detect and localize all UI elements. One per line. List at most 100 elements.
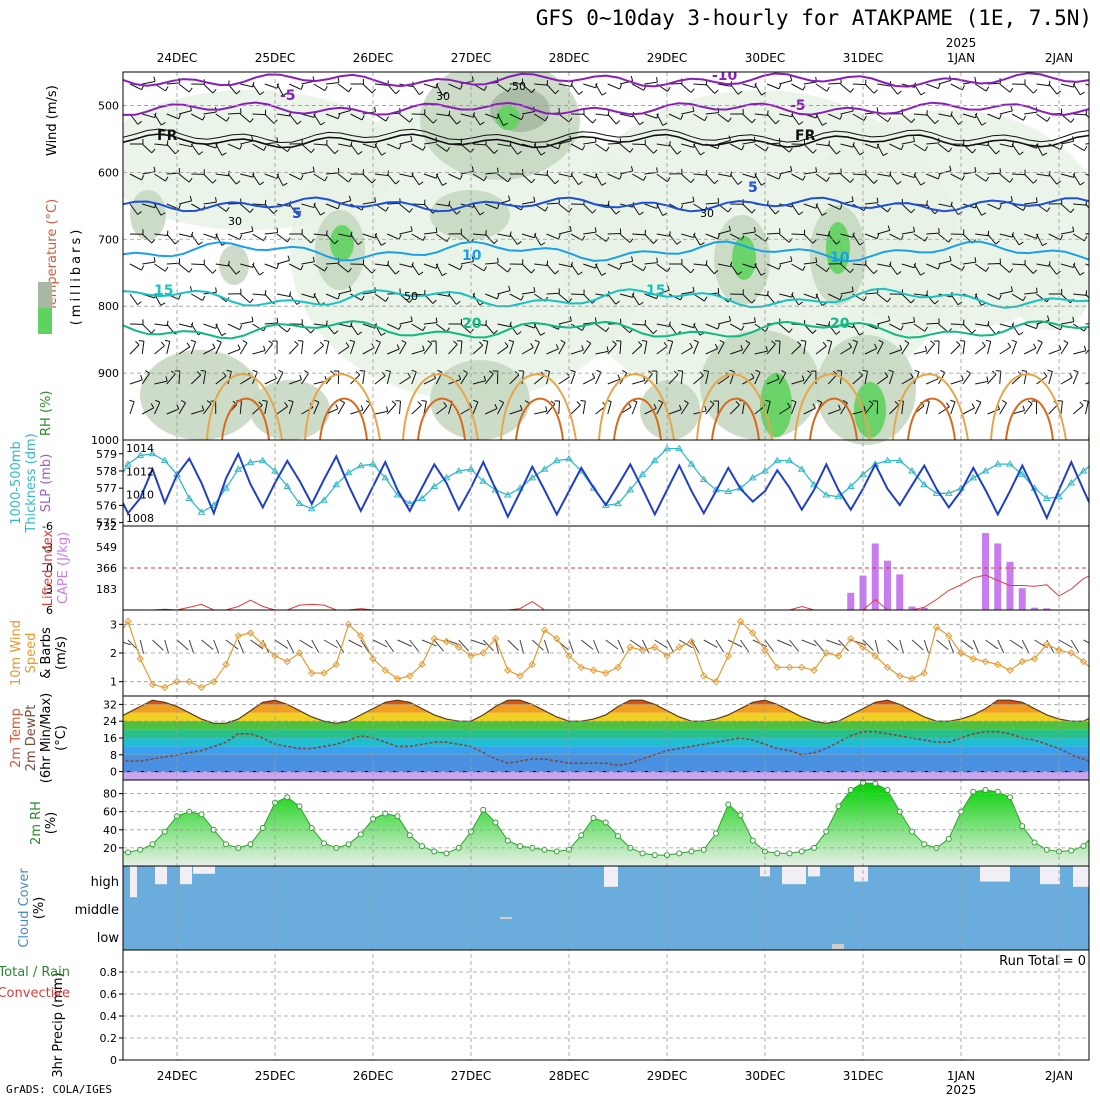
barb-tick — [1072, 226, 1075, 232]
barb — [644, 143, 654, 154]
barb-tick — [1037, 339, 1043, 343]
temp-ylabel-line-3: (°C) — [54, 725, 69, 751]
barb — [436, 203, 450, 207]
pressure-tick-800: 800 — [98, 300, 119, 313]
barb-tick — [1043, 372, 1048, 377]
barb-tick — [150, 403, 155, 409]
rh-point — [578, 832, 585, 839]
barb — [166, 233, 176, 245]
wind-speed-point — [675, 643, 683, 651]
barb — [325, 341, 330, 355]
barb-tick — [1069, 372, 1073, 378]
barb — [252, 83, 261, 96]
barb-tick — [858, 371, 863, 376]
barb — [766, 378, 780, 385]
barb — [338, 290, 351, 295]
barb-tick — [842, 400, 848, 404]
barb-tick — [717, 324, 721, 330]
barb-tick — [422, 145, 426, 151]
barb — [938, 203, 952, 208]
temp-band-3 — [123, 738, 1089, 747]
barb-tick — [319, 341, 324, 346]
thickness-point — [748, 473, 757, 481]
barb-tick — [493, 330, 498, 335]
barb — [607, 293, 617, 305]
thickness-point — [185, 494, 194, 501]
barb — [815, 173, 827, 182]
barb — [558, 400, 561, 415]
barb — [1011, 410, 1025, 415]
rh-point — [161, 828, 168, 835]
barb-tick — [1036, 287, 1038, 293]
rh-point — [749, 837, 756, 844]
rh-point — [382, 810, 389, 817]
barb-tick — [985, 339, 991, 342]
barb-10m — [666, 639, 675, 653]
barb — [337, 263, 349, 273]
barb-tick — [910, 208, 915, 214]
barb-tick — [601, 92, 607, 96]
barb-tick — [518, 370, 524, 372]
barb — [374, 83, 388, 86]
barb — [803, 233, 814, 244]
barb-tick — [479, 121, 485, 126]
barb-tick — [160, 302, 166, 306]
thickness-point — [209, 501, 218, 508]
thickness-point — [283, 482, 292, 489]
barb — [178, 110, 192, 115]
barb — [901, 342, 910, 355]
temp-tick-label-32: 32 — [103, 698, 117, 711]
barb-tick — [692, 106, 695, 112]
temp-tick-label-16: 16 — [103, 732, 117, 745]
barb-10m — [997, 639, 1005, 654]
barb-tick — [680, 114, 684, 120]
barb-tick — [499, 399, 504, 404]
barb — [656, 402, 664, 415]
thickness-point — [405, 499, 414, 507]
barb — [974, 113, 983, 126]
barb — [607, 263, 620, 270]
barb — [533, 143, 542, 156]
barb — [1011, 173, 1026, 176]
barb — [987, 323, 996, 335]
barb — [999, 173, 1011, 183]
wind-speed-point — [185, 677, 193, 686]
barb-tick — [914, 369, 920, 373]
barb-tick — [776, 374, 780, 380]
barb-tick — [755, 369, 761, 373]
barb — [901, 293, 912, 304]
barb-tick — [920, 272, 926, 276]
barb — [766, 232, 781, 235]
barb-10m — [862, 639, 874, 651]
barb — [264, 113, 275, 124]
upper-ylabel: Wind (m/s)Temperature (°C)RH (%)(milliba… — [39, 85, 84, 436]
barb — [827, 374, 838, 385]
barb — [644, 233, 654, 244]
barb — [668, 341, 674, 355]
barb-tick — [151, 329, 156, 334]
thickness-point — [136, 451, 145, 458]
barb-tick — [882, 152, 888, 157]
barb-tick — [137, 120, 143, 125]
thickness-point — [295, 499, 304, 507]
thickness-point — [1093, 458, 1099, 463]
barb-tick — [324, 176, 328, 182]
barb — [632, 143, 646, 146]
barb-tick — [482, 339, 488, 342]
barb — [399, 113, 410, 123]
thickness-point — [160, 456, 169, 464]
barb-10m — [985, 639, 999, 650]
barb — [350, 113, 363, 121]
barb — [619, 113, 633, 118]
barb — [411, 233, 424, 241]
wind-speed-point — [283, 657, 291, 666]
barb-tick — [693, 339, 699, 343]
barb-tick — [188, 177, 193, 183]
barb-tick — [442, 92, 448, 96]
barb-10m — [691, 639, 700, 653]
barb-tick — [320, 121, 326, 126]
warm-contour-inner — [907, 397, 956, 441]
barb-tick — [629, 238, 634, 243]
barb — [472, 380, 486, 385]
barb-tick — [826, 86, 830, 92]
